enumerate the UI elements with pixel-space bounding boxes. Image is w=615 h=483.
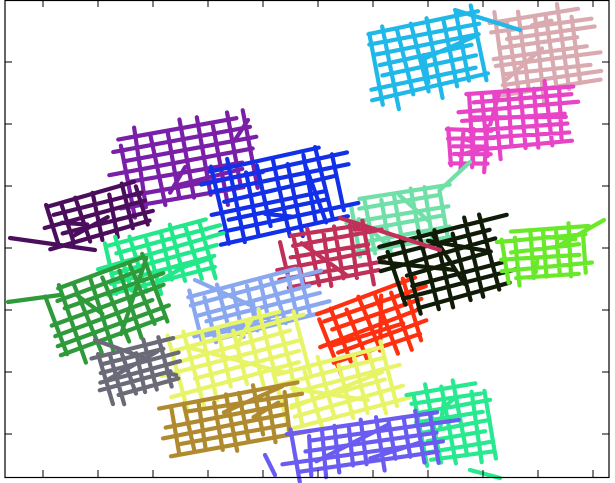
connector-road-gray — [92, 337, 153, 363]
road-segments — [275, 218, 387, 291]
road-segments — [160, 307, 313, 411]
road-segments — [456, 78, 581, 164]
road-cluster-magenta — [456, 78, 581, 164]
road-cluster-yellow — [160, 307, 313, 411]
road-cluster-crimson — [275, 218, 387, 291]
road-cluster-violet — [280, 408, 461, 483]
road-segments — [42, 179, 155, 252]
road-cluster-brown — [156, 380, 314, 459]
road-cluster-blue — [199, 144, 361, 247]
road-cluster-dark-purple — [42, 179, 155, 252]
road-segments — [43, 251, 171, 365]
road-segments — [156, 380, 314, 459]
connector-road-dark-purple — [7, 235, 98, 253]
connector-road-cyan — [452, 7, 523, 33]
connector-road-black — [377, 259, 458, 273]
road-segments — [366, 3, 491, 112]
road-segments — [89, 335, 183, 407]
road-segments — [269, 339, 412, 439]
connector-road-crimson — [337, 215, 443, 253]
connector-road-violet — [262, 452, 278, 478]
road-cluster-cyan — [366, 3, 491, 112]
road-segments — [280, 408, 461, 483]
connector-road-mint — [437, 159, 473, 193]
axis-ticks — [5, 0, 609, 477]
connector-road-green — [5, 292, 63, 305]
connector-road-light-blue — [192, 277, 253, 308]
plot-frame — [4, 0, 610, 479]
road-segments — [494, 221, 595, 288]
connector-road-sea-green — [467, 467, 503, 481]
road-clusters — [5, 2, 607, 483]
road-cluster-lime — [494, 221, 595, 288]
road-segments — [107, 108, 265, 220]
road-segments — [199, 144, 361, 247]
road-cluster-yellow — [269, 339, 412, 439]
connector-road-purple — [232, 117, 251, 143]
road-cluster-purple — [107, 108, 265, 220]
road-cluster-green — [43, 251, 171, 365]
connector-road-lime — [557, 217, 607, 248]
road-cluster-gray — [89, 335, 183, 407]
plot-axes — [4, 0, 610, 479]
